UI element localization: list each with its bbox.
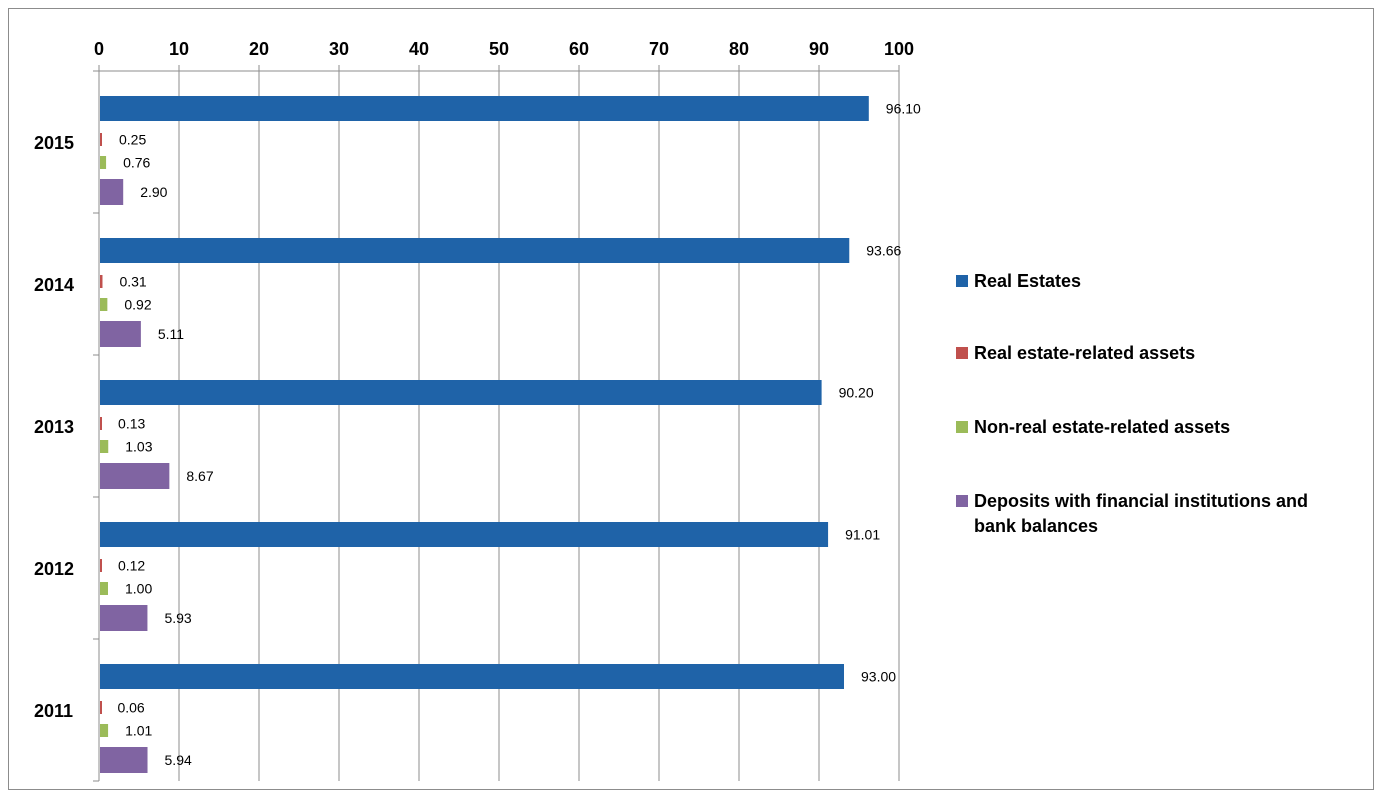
bar[interactable]: [100, 298, 108, 311]
bar[interactable]: [100, 582, 108, 595]
category-label: 2012: [34, 559, 74, 579]
bar[interactable]: [100, 380, 822, 405]
data-label: 0.25: [119, 132, 146, 148]
data-label: 1.01: [125, 723, 152, 739]
bar[interactable]: [100, 156, 107, 169]
data-label: 93.66: [866, 243, 901, 259]
data-label: 0.31: [119, 274, 146, 290]
data-label: 0.76: [123, 155, 150, 171]
bar[interactable]: [100, 417, 102, 430]
category-label: 2013: [34, 417, 74, 437]
data-label: 5.93: [164, 610, 191, 626]
legend-label: Non-real estate-related assets: [974, 417, 1230, 437]
bar[interactable]: [100, 664, 844, 689]
legend-label: bank balances: [974, 516, 1098, 536]
data-label: 1.00: [125, 581, 152, 597]
bar[interactable]: [100, 559, 102, 572]
bar[interactable]: [100, 179, 124, 205]
bar[interactable]: [100, 133, 102, 146]
x-tick-label: 0: [94, 39, 104, 59]
bar-chart: 0 10 20 30 40 50 60 70 80 90 100 2015 2014 2013 2012 20…: [34, 39, 1308, 782]
data-label: 1.03: [125, 439, 152, 455]
bar[interactable]: [100, 463, 170, 489]
bar[interactable]: [100, 724, 109, 737]
bar[interactable]: [100, 701, 102, 714]
chart-area: 0 10 20 30 40 50 60 70 80 90 100 2015 2014 2013 2012 20…: [8, 8, 1374, 790]
x-tick-label: 40: [409, 39, 429, 59]
legend-swatch: [956, 347, 968, 359]
category-label: 2015: [34, 133, 74, 153]
data-label: 93.00: [861, 669, 896, 685]
x-tick-label: 20: [249, 39, 269, 59]
category-label: 2014: [34, 275, 74, 295]
bar[interactable]: [100, 522, 829, 547]
bar[interactable]: [100, 321, 141, 347]
legend-swatch: [956, 495, 968, 507]
bar[interactable]: [100, 238, 850, 263]
data-label: 96.10: [886, 101, 921, 117]
x-tick-label: 90: [809, 39, 829, 59]
data-label: 5.11: [158, 326, 184, 342]
x-tick-label: 60: [569, 39, 589, 59]
data-label: 0.13: [118, 416, 145, 432]
bar[interactable]: [100, 747, 148, 773]
data-label: 0.92: [124, 297, 151, 313]
x-tick-label: 100: [884, 39, 914, 59]
bar[interactable]: [100, 96, 869, 121]
data-label: 2.90: [140, 184, 167, 200]
data-label: 0.12: [118, 558, 145, 574]
data-label: 0.06: [117, 700, 144, 716]
bar[interactable]: [100, 605, 148, 631]
legend-swatch: [956, 275, 968, 287]
legend-label: Real estate-related assets: [974, 343, 1195, 363]
data-label: 8.67: [186, 468, 213, 484]
legend-label: Real Estates: [974, 271, 1081, 291]
x-tick-label: 50: [489, 39, 509, 59]
category-label: 2011: [34, 701, 73, 721]
data-label: 90.20: [839, 385, 874, 401]
data-label: 91.01: [845, 527, 880, 543]
legend-label: Deposits with financial institutions and: [974, 491, 1308, 511]
x-tick-label: 30: [329, 39, 349, 59]
bar[interactable]: [100, 275, 103, 288]
bar[interactable]: [100, 440, 109, 453]
legend-swatch: [956, 421, 968, 433]
data-label: 5.94: [165, 752, 192, 768]
x-tick-label: 10: [169, 39, 189, 59]
x-tick-label: 70: [649, 39, 669, 59]
x-tick-label: 80: [729, 39, 749, 59]
